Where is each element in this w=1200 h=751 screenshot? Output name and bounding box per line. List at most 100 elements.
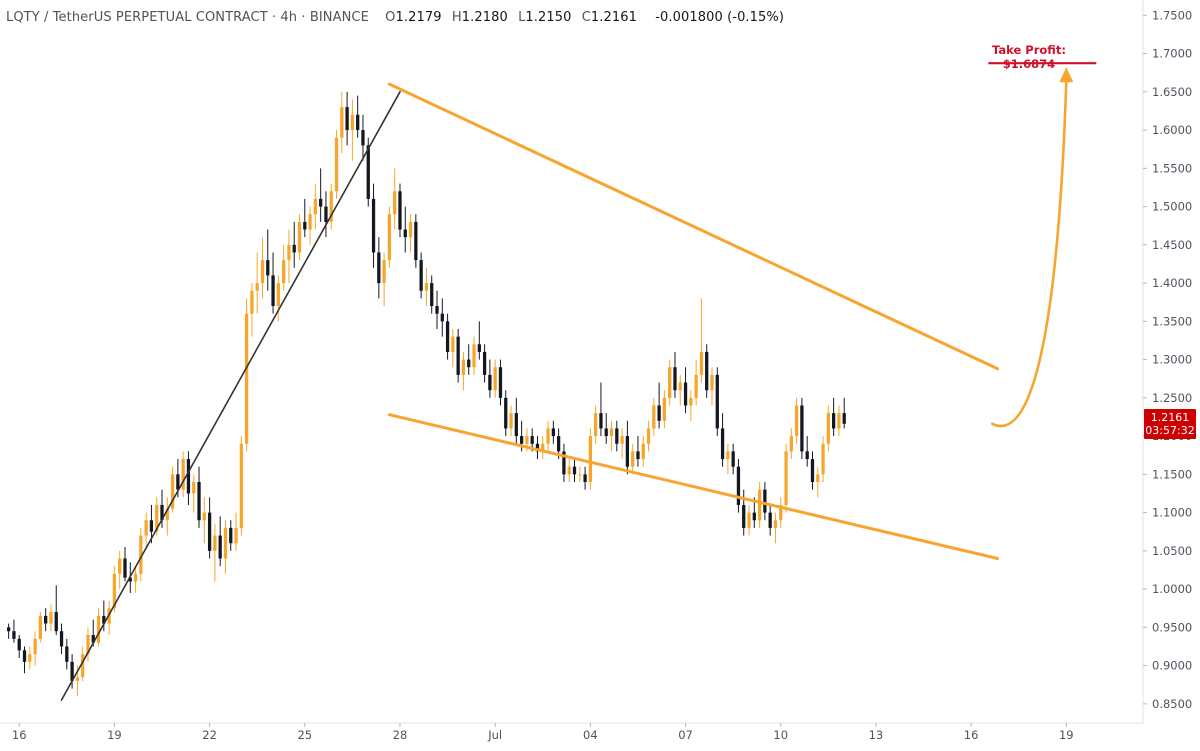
candle[interactable]	[424, 267, 429, 307]
candle[interactable]	[757, 482, 762, 528]
candle[interactable]	[276, 275, 280, 322]
candle[interactable]	[271, 252, 275, 314]
candle[interactable]	[826, 405, 830, 452]
candle[interactable]	[451, 328, 455, 368]
candle[interactable]	[657, 382, 661, 429]
candle[interactable]	[202, 497, 206, 544]
candle[interactable]	[334, 130, 339, 199]
candle[interactable]	[736, 459, 741, 513]
candle[interactable]	[588, 428, 593, 490]
candle[interactable]	[535, 436, 540, 460]
candle[interactable]	[197, 466, 201, 528]
candle[interactable]	[482, 344, 487, 383]
candle[interactable]	[118, 550, 122, 590]
candle[interactable]	[207, 497, 212, 559]
candle[interactable]	[181, 451, 185, 498]
candle[interactable]	[59, 623, 64, 655]
candle[interactable]	[356, 95, 360, 138]
candle[interactable]	[414, 214, 418, 268]
candle[interactable]	[239, 436, 243, 536]
candle[interactable]	[297, 214, 302, 261]
candle[interactable]	[551, 420, 555, 444]
candle[interactable]	[683, 367, 688, 414]
candle[interactable]	[768, 504, 772, 536]
candle[interactable]	[308, 206, 312, 245]
candle[interactable]	[96, 608, 101, 647]
candle[interactable]	[583, 466, 587, 490]
candle[interactable]	[456, 328, 460, 383]
candle[interactable]	[488, 359, 492, 398]
candle[interactable]	[705, 344, 709, 398]
candle[interactable]	[493, 359, 497, 398]
candle[interactable]	[541, 436, 545, 460]
candle[interactable]	[133, 566, 138, 593]
candle[interactable]	[773, 512, 778, 544]
candle[interactable]	[160, 489, 164, 528]
candle[interactable]	[7, 623, 11, 639]
candle[interactable]	[604, 413, 608, 444]
candle[interactable]	[408, 214, 413, 253]
candle[interactable]	[223, 520, 228, 574]
candle[interactable]	[38, 612, 43, 643]
candle[interactable]	[668, 359, 672, 406]
candle[interactable]	[255, 252, 259, 314]
candle[interactable]	[229, 520, 233, 551]
candle[interactable]	[313, 183, 318, 230]
candle[interactable]	[789, 428, 793, 460]
candle[interactable]	[102, 600, 106, 632]
candle[interactable]	[319, 168, 323, 222]
trendline-wedge-lower[interactable]	[387, 413, 1000, 561]
candle[interactable]	[461, 351, 466, 391]
candle[interactable]	[186, 451, 191, 505]
candle[interactable]	[419, 252, 423, 299]
candle[interactable]	[599, 382, 603, 437]
candle[interactable]	[662, 390, 667, 429]
candle[interactable]	[816, 466, 820, 498]
candle[interactable]	[731, 443, 735, 475]
candle[interactable]	[12, 619, 16, 643]
candle[interactable]	[350, 99, 355, 161]
candle[interactable]	[837, 405, 841, 437]
candle[interactable]	[345, 91, 349, 146]
candle[interactable]	[329, 183, 333, 230]
candle[interactable]	[594, 405, 598, 444]
candle[interactable]	[435, 290, 439, 329]
candle[interactable]	[636, 436, 640, 467]
candle[interactable]	[403, 206, 407, 253]
candle[interactable]	[303, 198, 307, 238]
candle[interactable]	[620, 428, 624, 460]
trendline-wedge-upper[interactable]	[387, 82, 1000, 371]
candle[interactable]	[609, 420, 614, 452]
candle[interactable]	[382, 252, 386, 307]
candle[interactable]	[28, 646, 32, 670]
candle[interactable]	[726, 443, 730, 475]
candle[interactable]	[567, 459, 571, 482]
candle[interactable]	[387, 206, 392, 268]
candle[interactable]	[144, 512, 148, 548]
candle[interactable]	[715, 367, 719, 437]
candle[interactable]	[123, 547, 127, 582]
candle[interactable]	[192, 474, 196, 513]
candle[interactable]	[699, 298, 704, 383]
candle[interactable]	[800, 397, 804, 460]
candle[interactable]	[260, 237, 265, 299]
candle[interactable]	[361, 114, 365, 161]
projection-curve[interactable]	[990, 79, 1068, 428]
candle[interactable]	[440, 298, 444, 337]
candle[interactable]	[44, 608, 48, 632]
time-axis[interactable]: 16 19 22 25 28 Jul 04 07 10 13 16 19	[12, 723, 1074, 742]
candle[interactable]	[562, 443, 566, 482]
candle[interactable]	[165, 497, 169, 536]
trendline-rally[interactable]	[60, 91, 401, 701]
symbol-title[interactable]: LQTY / TetherUS PERPETUAL CONTRACT · 4h …	[6, 10, 369, 25]
candle[interactable]	[631, 443, 635, 475]
candle[interactable]	[398, 183, 402, 238]
take-profit-label[interactable]: Take Profit: $1.6874	[992, 43, 1066, 71]
candle[interactable]	[377, 237, 381, 299]
candle[interactable]	[65, 638, 69, 670]
candle[interactable]	[810, 451, 815, 490]
candle[interactable]	[287, 229, 291, 284]
candle[interactable]	[244, 298, 249, 452]
